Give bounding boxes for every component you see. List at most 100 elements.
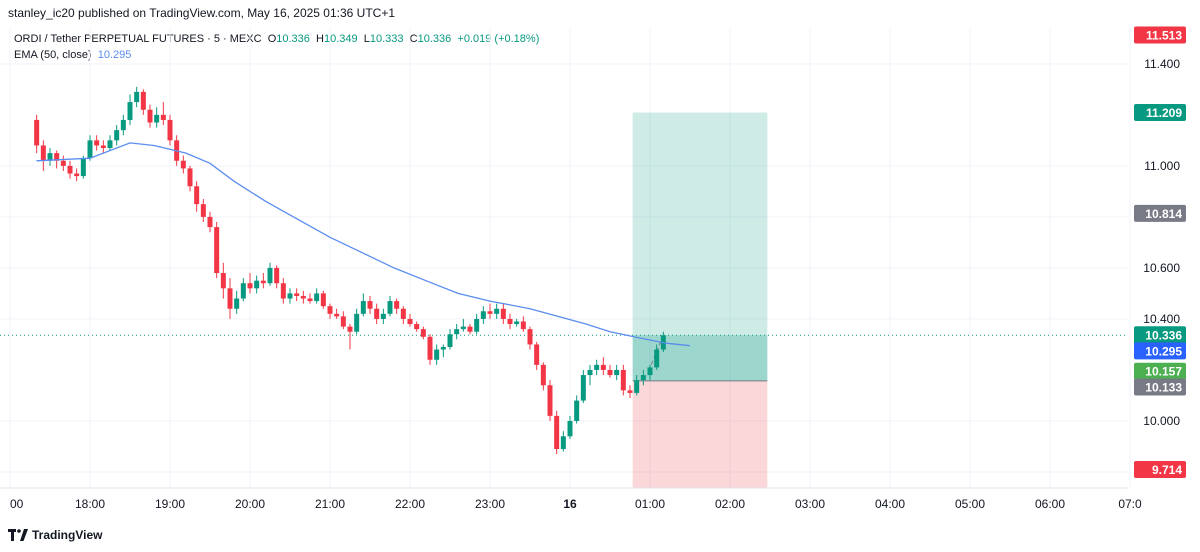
candle [547,380,553,421]
candle [587,364,593,386]
tradingview-logo: TradingView [8,528,102,542]
candles [34,86,666,455]
candle [360,293,366,317]
time-tick-label: 07:0 [1118,497,1142,511]
candle-body [547,385,553,416]
candle-body [454,329,460,335]
candle [494,303,500,319]
candle-body [527,329,533,345]
candle [294,288,300,302]
candle-body [640,375,646,381]
candle-body [280,283,286,299]
candle [187,165,193,192]
candle [220,262,226,299]
candle-body [554,415,560,450]
price-axis[interactable]: 11.40011.00010.80010.60010.40010.0009.80… [1134,26,1186,480]
candle [47,148,53,166]
candle-body [620,369,626,391]
symbol-name: ORDI / Tether PERPETUAL FUTURES · 5 · ME… [14,33,262,45]
price-badge-label: 10.814 [1145,207,1182,221]
candle-body [480,311,486,319]
price-badge [1134,362,1186,380]
price-tick-label: 11.000 [1144,159,1180,173]
candle [247,273,253,294]
time-axis[interactable]: 00 18:00 19:00 20:00 21:00 22:00 23:00 16 01:00 0… [0,487,1142,511]
candle-body [434,349,440,360]
candle [414,321,420,332]
open-label: O [267,33,277,45]
candle [367,295,373,314]
price-badge-label: 10.133 [1145,381,1182,395]
candle [500,303,506,325]
time-tick-label: 03:00 [795,497,825,511]
time-tick-label: 22:00 [395,497,425,511]
candle [94,135,100,151]
ema-legend: EMA (50, close) 10.295 [14,49,131,61]
candle-body [307,298,313,302]
candle [227,278,233,319]
candle-body [400,308,406,319]
candle-body [574,400,580,421]
candle-body [300,295,306,299]
candle [640,369,646,386]
candle [134,86,140,108]
candle-body [167,119,173,141]
candle [380,308,386,325]
candle-body [207,216,213,228]
candle-body [654,349,660,368]
grid [0,28,1131,488]
price-tick-label: 10.000 [1143,414,1180,428]
candle [594,359,600,376]
candle-body [160,114,166,120]
price-badge [1134,342,1186,360]
close-label: C [409,33,418,45]
candle-body [100,145,106,149]
tradingview-logo-text: TradingView [32,528,103,542]
candle [320,290,326,309]
candle [80,155,86,179]
candle [540,362,546,391]
candle-body [587,369,593,376]
candle [420,326,426,340]
candle [607,364,613,378]
candle [480,306,486,325]
candle-body [420,329,426,337]
candle-body [94,140,100,146]
candle-body [494,308,500,314]
candle [160,102,166,126]
candle-body [60,160,66,166]
candle-body [440,346,446,350]
candle [574,395,580,424]
candle [314,288,320,304]
candle-body [54,153,60,161]
candle [614,364,620,381]
candle-body [240,283,246,299]
publisher-line: stanley_ic20 published on TradingView.co… [8,6,396,20]
candle [107,135,113,151]
time-tick-label: 06:00 [1035,497,1065,511]
candle-body [234,298,240,309]
time-tick-label: 20:00 [235,497,265,511]
candle-body [447,334,453,347]
candle-body [367,301,373,309]
candle [180,155,186,174]
candle [287,288,293,304]
price-badge-label: 10.295 [1145,344,1182,358]
candle [307,293,313,304]
candle [274,265,280,289]
price-badge [1134,104,1186,122]
candle [354,308,360,335]
candle [460,318,466,332]
long-position-tool[interactable] [0,112,1128,488]
candle-body [387,301,393,314]
candle-body [354,313,360,332]
candle-body [74,173,80,177]
candle [467,324,473,335]
tradingview-logo-icon [8,529,28,541]
price-badge-label: 11.209 [1146,106,1182,120]
loss-zone [632,380,768,488]
candle-body [520,321,526,330]
candle-body [40,145,46,161]
candle [167,114,173,146]
